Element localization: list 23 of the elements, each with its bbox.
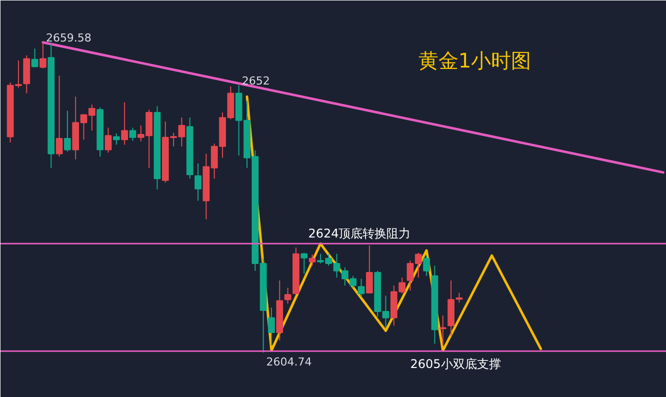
candlestick <box>423 255 430 276</box>
candlestick <box>40 42 46 69</box>
annotation: 2652 <box>242 74 270 88</box>
candlestick <box>121 102 128 146</box>
candlestick <box>284 287 292 304</box>
candlestick <box>308 254 316 266</box>
candlestick <box>31 48 38 68</box>
ref-line-label: 2605小双底支撑 <box>410 357 501 372</box>
candlestick <box>64 110 71 152</box>
candlestick <box>456 292 463 303</box>
candlestick <box>300 252 308 274</box>
candlestick <box>366 244 373 294</box>
candlestick <box>112 132 120 146</box>
candlestick <box>358 278 365 298</box>
annotation: 2659.58 <box>46 31 92 44</box>
candlestick <box>268 307 275 346</box>
candlestick <box>194 162 202 202</box>
candlestick <box>56 75 63 158</box>
text: 黄金1小时图 <box>418 48 532 72</box>
candlestick <box>129 127 136 142</box>
candlestick <box>104 127 112 154</box>
annotation: 2604.74 <box>266 356 312 369</box>
ref-line-label: 2624顶底转换阻力 <box>308 226 411 241</box>
